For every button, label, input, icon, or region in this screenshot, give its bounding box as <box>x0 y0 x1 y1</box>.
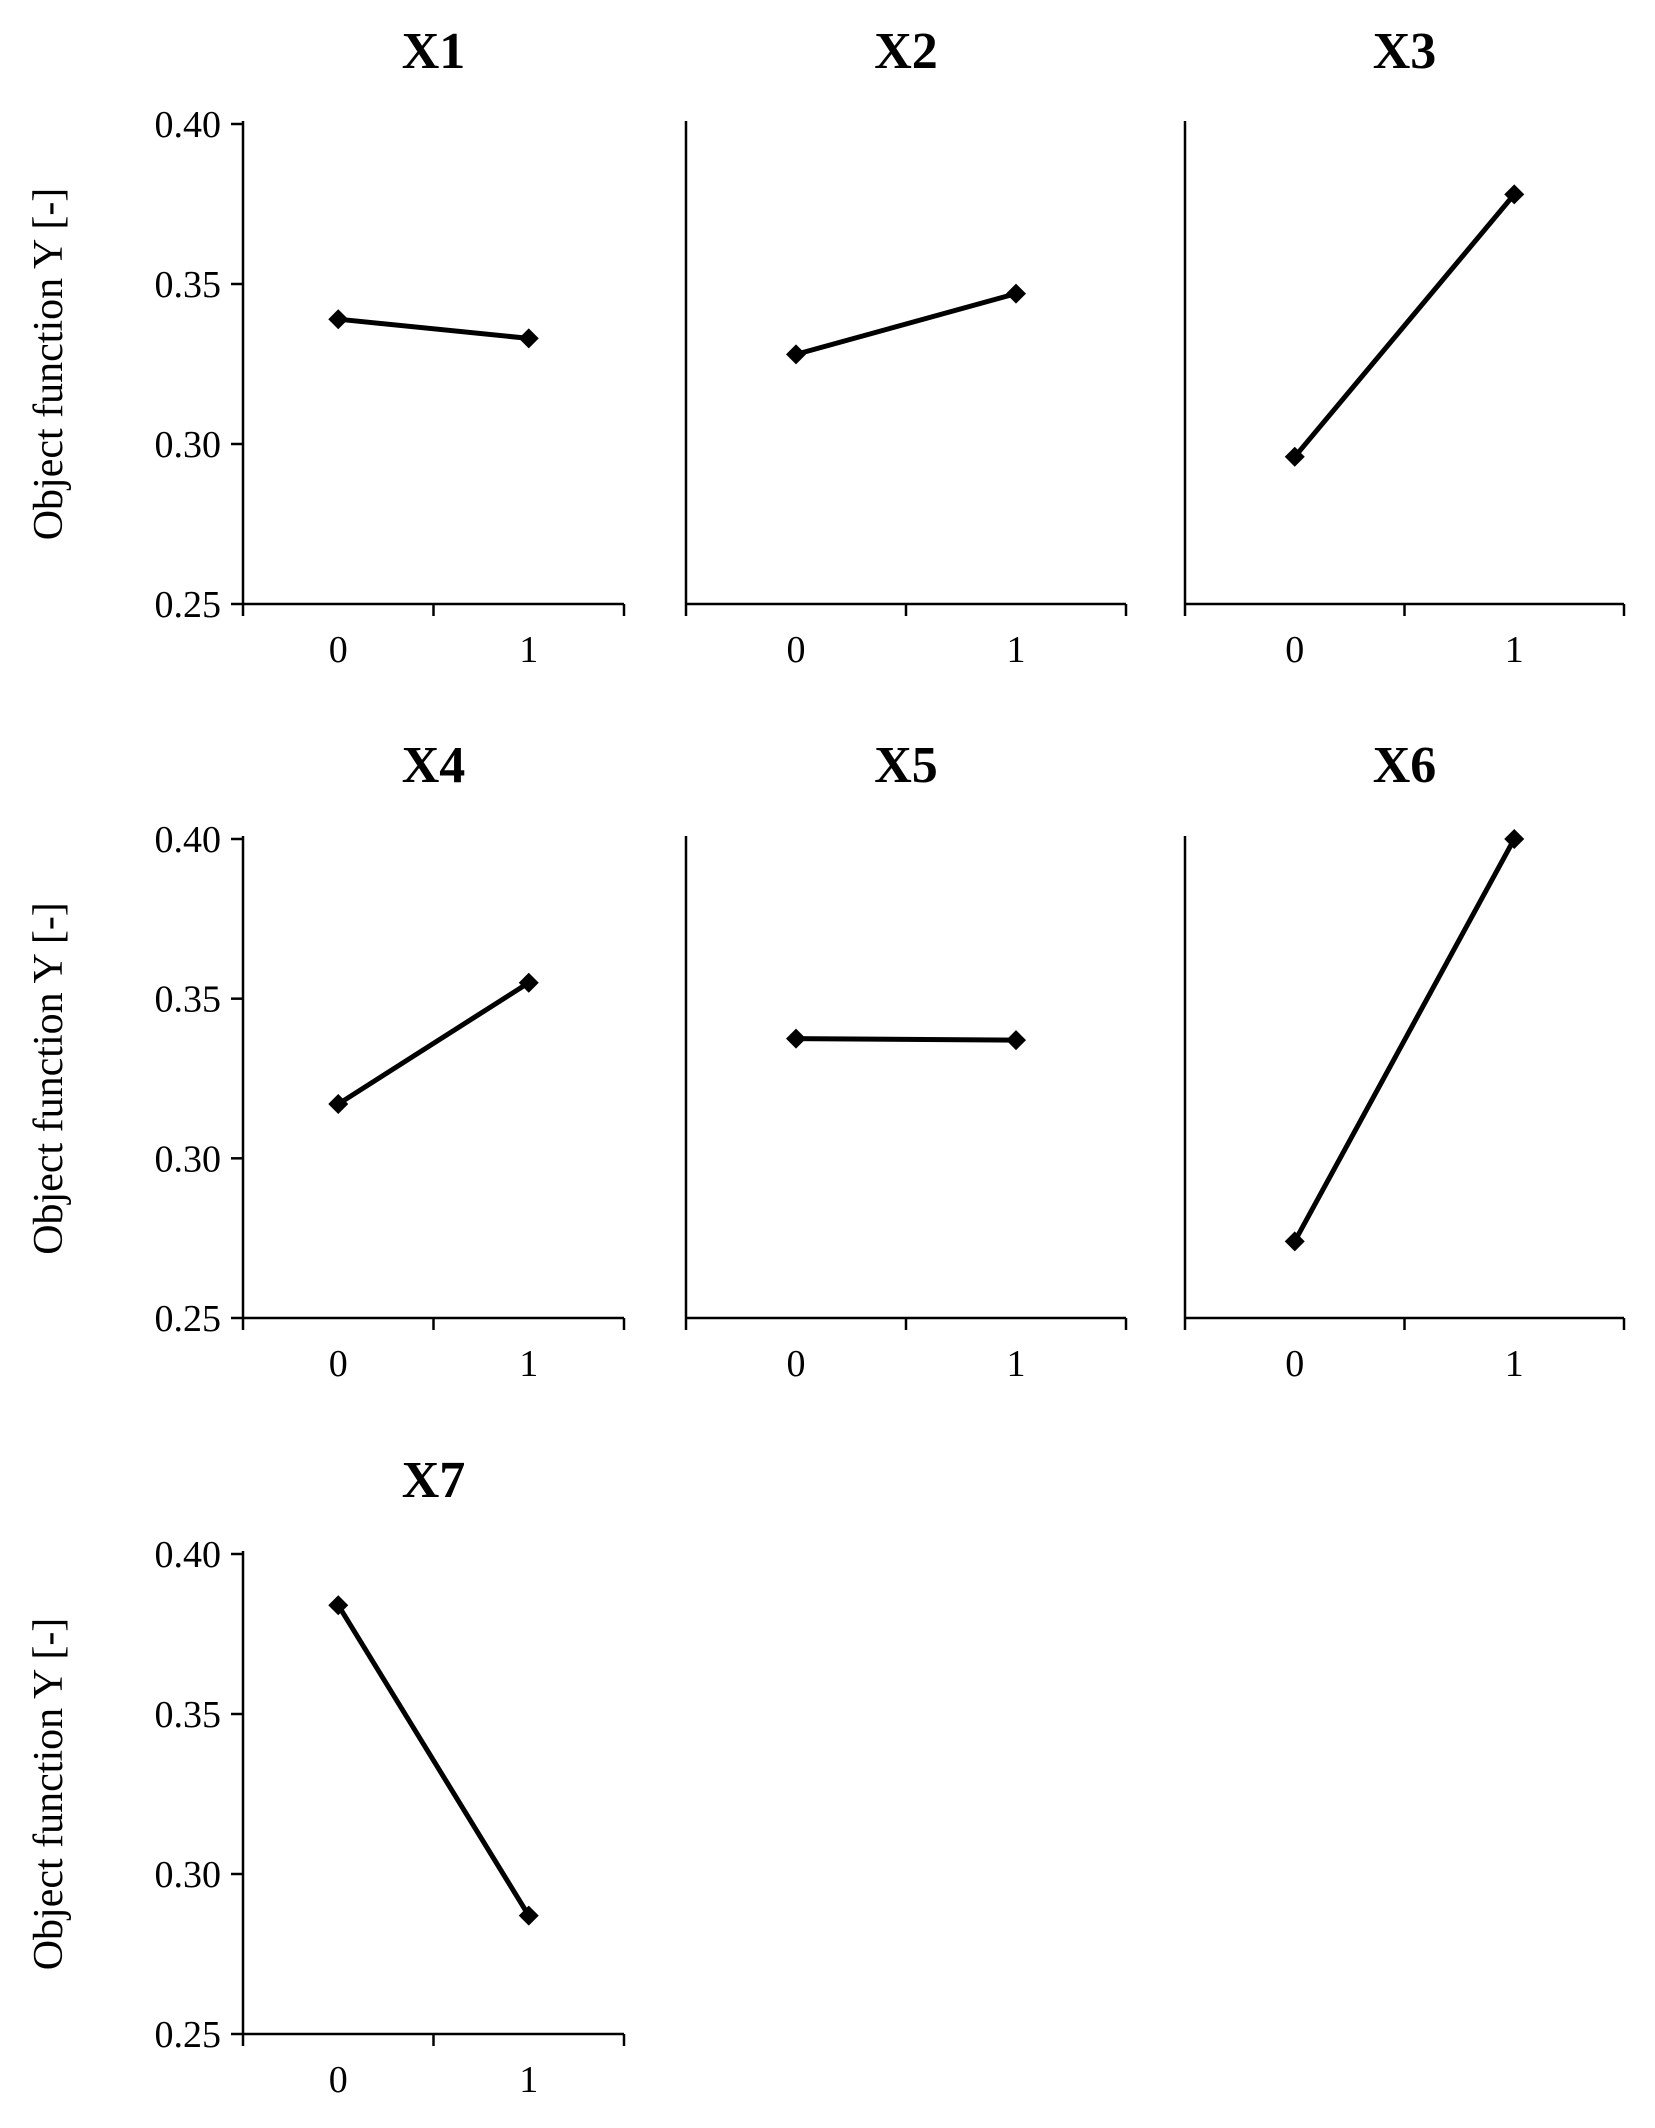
data-point <box>1006 1030 1026 1051</box>
x-tick-label: 0 <box>329 2059 348 2101</box>
panel-x7: X7 0 1 0.25 0.30 0.35 0.40 Object function Y [-… <box>26 1452 626 2101</box>
panel-x6: X6 0 1 <box>1183 737 1626 1385</box>
data-point <box>518 972 539 993</box>
y-axis-label: Object function Y [-] <box>26 902 72 1255</box>
x-tick-label: 1 <box>519 629 538 671</box>
y-tick-label: 0.30 <box>155 424 222 466</box>
panel-title: X2 <box>874 23 938 80</box>
panel-title: X1 <box>402 23 466 80</box>
x-tick-label: 1 <box>1505 629 1524 671</box>
series-line <box>1292 837 1517 1243</box>
y-axis-label: Object function Y [-] <box>26 188 72 541</box>
x-tick-label: 1 <box>1007 629 1026 671</box>
data-point <box>1504 184 1525 205</box>
data-point <box>1284 1231 1305 1252</box>
x-tick-label: 1 <box>519 2059 538 2101</box>
series-line <box>795 1036 1017 1043</box>
data-point <box>1006 283 1026 304</box>
data-point <box>518 328 539 349</box>
data-point <box>1504 829 1525 849</box>
y-tick-label: 0.25 <box>155 584 222 626</box>
x-tick-label: 0 <box>1285 1343 1304 1385</box>
data-point <box>786 344 806 365</box>
data-point <box>328 309 349 330</box>
data-point <box>518 1905 539 1926</box>
data-point <box>328 1094 349 1115</box>
y-tick-label: 0.30 <box>155 1854 222 1896</box>
data-point <box>786 1028 806 1049</box>
y-tick-label: 0.40 <box>155 1534 222 1576</box>
y-tick-label: 0.25 <box>155 2014 222 2056</box>
data-point <box>328 1595 349 1616</box>
panel-title: X7 <box>402 1452 466 1509</box>
x-tick-label: 1 <box>1505 1343 1524 1385</box>
x-tick-label: 0 <box>329 629 348 671</box>
y-tick-label: 0.35 <box>155 264 222 306</box>
panel-title: X3 <box>1373 23 1437 80</box>
series-line <box>336 1603 531 1917</box>
panel-x3: X3 0 1 <box>1183 23 1626 671</box>
panel-title: X4 <box>402 737 466 794</box>
series-line <box>337 316 530 341</box>
x-tick-label: 1 <box>1007 1343 1026 1385</box>
y-tick-label: 0.30 <box>155 1138 222 1180</box>
y-axis-label: Object function Y [-] <box>26 1618 72 1971</box>
panel-x4: X4 0 1 0.25 0.30 0.35 0.40 Object function Y [-… <box>26 737 626 1385</box>
x-tick-label: 0 <box>329 1343 348 1385</box>
series-line <box>1292 192 1517 459</box>
panel-x2: X2 0 1 <box>684 23 1128 671</box>
y-tick-label: 0.40 <box>155 819 222 861</box>
x-tick-label: 0 <box>1285 629 1304 671</box>
panel-title: X5 <box>874 737 938 794</box>
y-tick-label: 0.40 <box>155 104 222 146</box>
panel-x1: X1 0 1 0.25 0.30 0.35 0.40 Object function Y [-… <box>26 23 626 671</box>
y-tick-label: 0.25 <box>155 1298 222 1340</box>
y-tick-label: 0.35 <box>155 979 222 1021</box>
series-line <box>795 291 1017 357</box>
panel-title: X6 <box>1373 737 1437 794</box>
x-tick-label: 1 <box>519 1343 538 1385</box>
x-tick-label: 0 <box>787 629 806 671</box>
x-tick-label: 0 <box>787 1343 806 1385</box>
panel-x5: X5 0 1 <box>684 737 1128 1385</box>
data-point <box>1284 446 1305 467</box>
series-line <box>336 980 531 1107</box>
y-tick-label: 0.35 <box>155 1694 222 1736</box>
